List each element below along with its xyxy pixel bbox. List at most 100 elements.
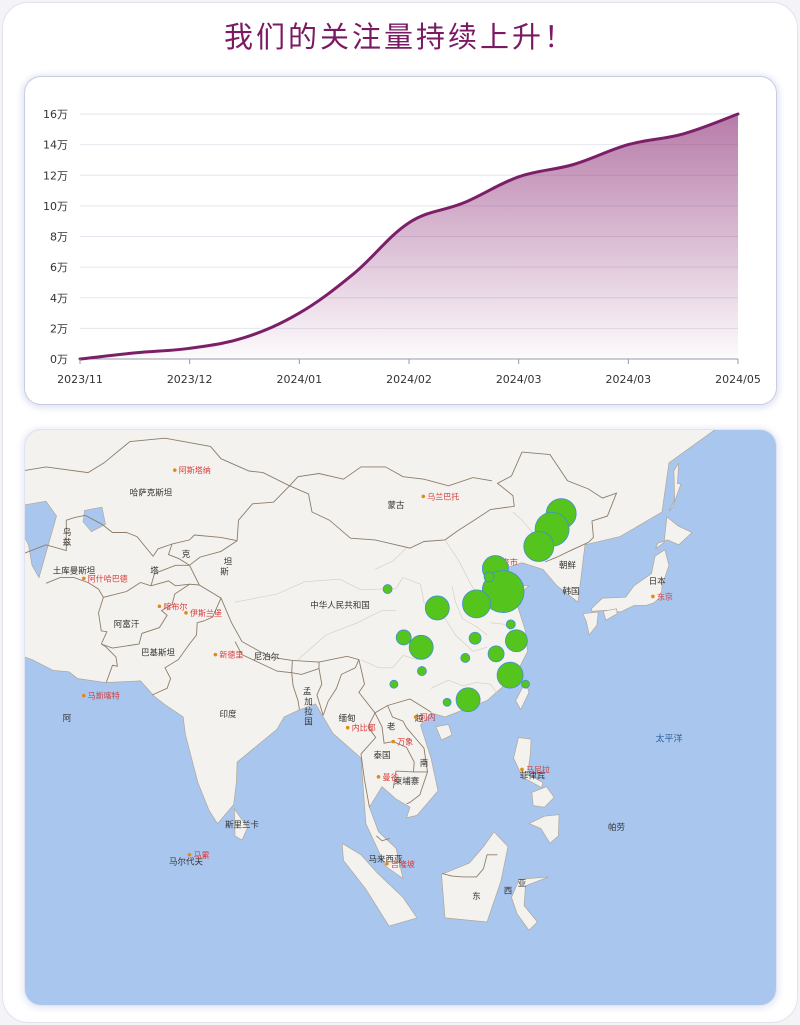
city-bubble[interactable] <box>408 634 434 660</box>
city-bubble[interactable] <box>521 679 530 689</box>
country-border <box>544 541 589 563</box>
city-bubble[interactable] <box>487 645 505 663</box>
country-border <box>101 643 118 683</box>
aral-sea <box>82 506 106 533</box>
y-tick-label: 4万 <box>50 292 68 305</box>
country-border <box>189 565 432 714</box>
city-bubble[interactable] <box>523 531 555 562</box>
country-label: 斯 <box>220 566 229 577</box>
city-bubble[interactable] <box>442 697 452 707</box>
x-tick-label: 2024/03 <box>605 373 651 386</box>
capital-label: 东京 <box>657 591 673 601</box>
page-title: 我们的关注量持续上升！ <box>223 20 576 54</box>
country-label: 朝鲜 <box>559 560 577 571</box>
capital-label: 马斯喀特 <box>88 691 120 701</box>
y-tick-label: 0万 <box>50 353 68 366</box>
country-border <box>25 437 290 487</box>
country-border <box>376 835 390 842</box>
city-bubble[interactable] <box>504 629 528 653</box>
city-bubble[interactable] <box>382 584 393 594</box>
country-label: 缅甸 <box>338 713 355 724</box>
x-tick-label: 2024/02 <box>386 373 432 386</box>
city-bubble[interactable] <box>455 687 481 713</box>
sea-label: 太平洋 <box>655 733 682 745</box>
y-tick-label: 16万 <box>43 108 68 121</box>
caspian-sea <box>25 500 57 579</box>
city-bubble[interactable] <box>395 629 412 646</box>
city-bubble[interactable] <box>468 631 482 645</box>
x-tick-label: 2024/05 <box>715 373 761 386</box>
capital-label: 马尼拉 <box>526 764 550 774</box>
city-bubble[interactable] <box>416 666 427 676</box>
country-border <box>291 662 320 675</box>
country-border <box>374 712 415 789</box>
hokkaido <box>654 516 693 550</box>
capital-dot <box>413 715 418 719</box>
province-border <box>374 547 407 570</box>
province-border <box>430 679 498 695</box>
capital-label: 阿斯塔纳 <box>179 465 211 475</box>
country-label: 巴基斯坦 <box>141 648 176 659</box>
capital-dot <box>157 604 162 609</box>
country-label: 印度 <box>219 709 237 720</box>
capital-label: 河内 <box>420 712 436 722</box>
sumatra <box>341 842 418 927</box>
country-label: 马尔代夫 <box>169 857 204 868</box>
city-bubble[interactable] <box>389 679 399 689</box>
capital-dot <box>187 852 192 857</box>
y-tick-label: 10万 <box>43 200 68 213</box>
capital-dot <box>345 725 350 730</box>
trend-chart-card: 0万 2万 4万 6万 8万 10万 12万 14万 16万 2023/11 2023/12 202… <box>25 77 776 404</box>
country-label: 越 <box>415 713 424 724</box>
capital-label: 马累 <box>194 851 210 860</box>
capital-label: 万象 <box>397 737 413 747</box>
country-label: 阿 <box>63 714 72 724</box>
luzon <box>513 737 544 789</box>
country-label: 拉 <box>304 707 313 718</box>
country-border <box>101 583 190 649</box>
area-fill <box>80 114 738 359</box>
bubble-map-card[interactable]: 哈萨克斯坦 蒙古 中华人民共和国 朝鲜 韩国 日本 阿富汗 巴基斯坦 印度 尼泊尔 缅甸老泰国 柬埔寨… <box>25 430 776 1005</box>
city-bubble[interactable] <box>483 571 495 583</box>
country-label: 塔 <box>150 566 159 577</box>
country-label: 坦 <box>224 557 233 567</box>
province-border <box>234 577 404 603</box>
city-bubble[interactable] <box>462 589 491 619</box>
capital-label: 喀布尔 <box>163 601 187 611</box>
country-border <box>167 543 190 566</box>
country-border <box>98 597 108 645</box>
visayas <box>531 786 555 808</box>
country-label: 西 <box>504 886 513 896</box>
country-border <box>406 771 429 805</box>
country-label: 孟 <box>303 686 312 697</box>
capital-dot <box>82 693 86 698</box>
country-border <box>387 705 428 772</box>
city-bubble[interactable] <box>496 661 524 689</box>
country-label: 柬埔寨 <box>394 776 420 787</box>
country-label: 韩国 <box>562 586 579 597</box>
country-border <box>234 641 293 674</box>
capital-label: 新德里 <box>219 650 243 660</box>
country-label: 蒙古 <box>387 500 405 511</box>
kyushu <box>582 611 599 636</box>
province-border <box>297 610 396 660</box>
y-tick-label: 12万 <box>43 169 68 182</box>
country-border <box>291 672 300 710</box>
country-border <box>25 514 238 558</box>
country-border <box>189 485 290 566</box>
country-border <box>521 451 618 543</box>
x-tick-label: 2024/01 <box>276 373 322 386</box>
x-tick-label: 2023/12 <box>167 373 213 386</box>
province-border <box>451 585 488 636</box>
capital-label: 内比都 <box>352 723 376 733</box>
x-tick-label: 2024/03 <box>496 373 542 386</box>
shikoku <box>602 608 618 621</box>
country-border <box>316 668 324 716</box>
country-label: 斯里兰卡 <box>225 820 260 831</box>
city-bubble[interactable] <box>505 619 516 630</box>
capital-dot <box>385 861 389 866</box>
country-label: 哈萨克斯坦 <box>130 488 173 499</box>
city-bubble[interactable] <box>460 653 471 663</box>
city-bubble[interactable] <box>424 595 450 621</box>
